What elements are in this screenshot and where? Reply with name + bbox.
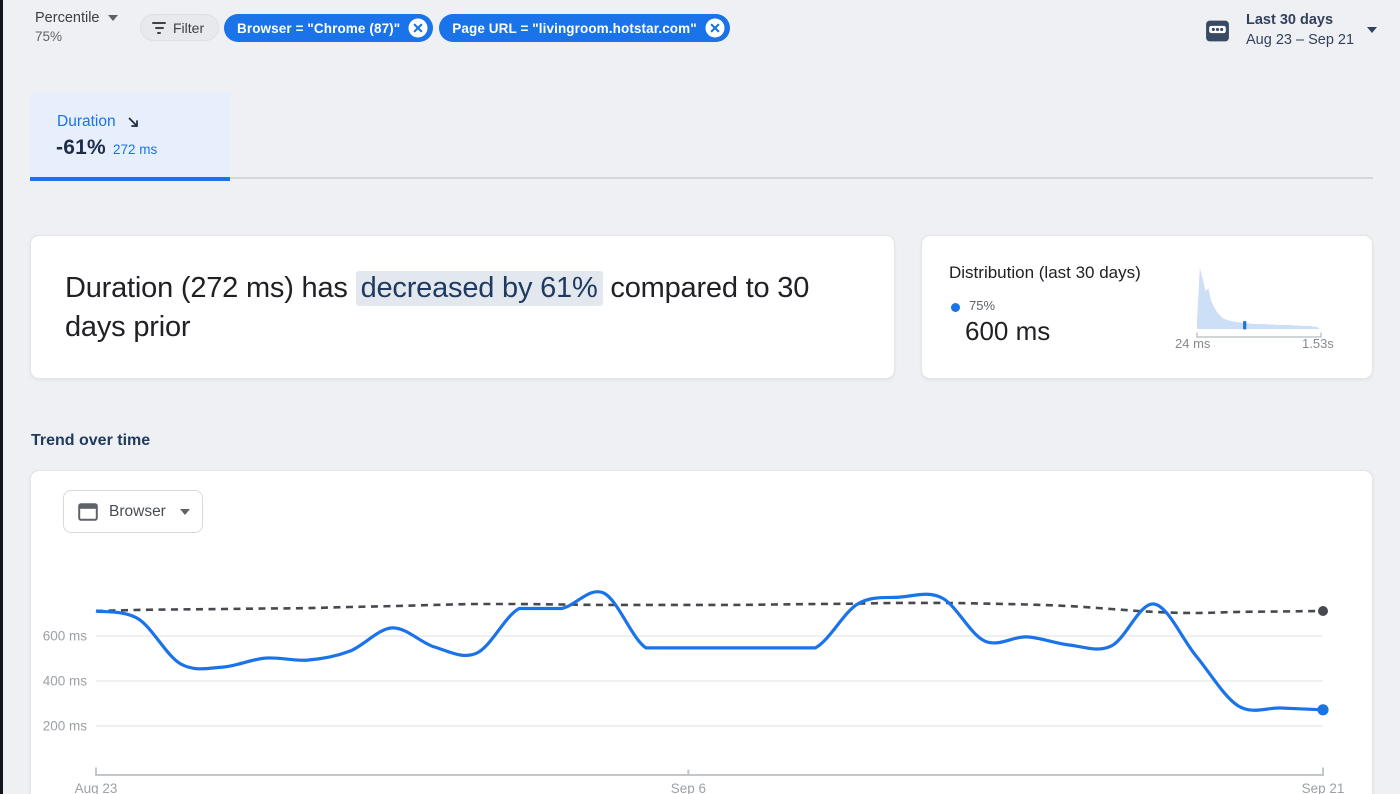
tab-duration-change: -61% — [56, 136, 106, 159]
tabs-divider — [30, 177, 1373, 179]
trend-section-title: Trend over time — [31, 432, 151, 449]
filter-chip-page-url[interactable]: Page URL = "livingroom.hotstar.com" — [439, 14, 730, 42]
date-range-primary: Last 30 days — [1246, 12, 1334, 28]
chip-close-icon[interactable] — [408, 18, 428, 38]
distribution-histogram — [1196, 268, 1322, 338]
trend-line-chart: 200 ms 400 ms 600 ms Aug 23 Sep 6 Sep 21 — [43, 590, 1345, 794]
date-range-secondary: Aug 23 – Sep 21 — [1246, 31, 1355, 48]
distribution-percentile-label: 75% — [969, 298, 996, 313]
tab-duration[interactable]: Duration -61% 272 ms — [30, 93, 230, 181]
filter-button-label: Filter — [173, 19, 205, 36]
percentile-dropdown[interactable]: Percentile 75% — [35, 10, 119, 44]
distribution-axis-min: 24 ms — [1175, 336, 1211, 351]
percentile-value: 75% — [35, 29, 63, 44]
insight-headline-prefix: Duration (272 ms) has — [65, 272, 356, 304]
filter-button[interactable]: Filter — [140, 14, 220, 41]
filter-icon — [152, 21, 166, 34]
distribution-percentile-value: 600 ms — [965, 316, 1051, 346]
percentile-label: Percentile — [35, 10, 100, 26]
insight-card: Duration (272 ms) has decreased by 61% c… — [30, 235, 895, 379]
window-edge — [0, 0, 3, 794]
legend-dot-icon — [951, 303, 960, 312]
insight-headline: Duration (272 ms) has decreased by 61% c… — [65, 269, 870, 347]
filter-chips: Browser = "Chrome (87)" Page URL = "livi… — [224, 14, 730, 42]
filter-chip-page-url-label: Page URL = "livingroom.hotstar.com" — [452, 20, 697, 36]
svg-text:Sep 6: Sep 6 — [671, 781, 706, 794]
filter-chip-browser-label: Browser = "Chrome (87)" — [237, 20, 401, 36]
trend-card: Browser 200 ms 400 ms 600 ms Aug 23 Sep 6 Sep… — [30, 470, 1373, 794]
chip-close-icon[interactable] — [705, 18, 725, 38]
svg-text:Sep 21: Sep 21 — [1302, 781, 1345, 794]
browser-window-icon — [78, 502, 98, 521]
svg-text:400 ms: 400 ms — [43, 674, 88, 689]
trend-down-arrow-icon — [127, 117, 138, 127]
distribution-title: Distribution (last 30 days) — [949, 263, 1141, 282]
tab-duration-title: Duration — [57, 113, 116, 130]
chevron-down-icon — [1367, 27, 1378, 33]
date-range-picker[interactable]: Last 30 days Aug 23 – Sep 21 — [1204, 12, 1378, 48]
insight-headline-highlight: decreased by 61% — [355, 271, 603, 306]
tab-active-indicator — [30, 177, 230, 181]
svg-text:Aug 23: Aug 23 — [75, 781, 118, 794]
dimension-select-label: Browser — [109, 502, 166, 520]
dimension-select-button[interactable]: Browser — [63, 490, 203, 533]
calendar-icon — [1206, 20, 1229, 41]
chevron-down-icon — [180, 508, 190, 515]
filter-chip-browser[interactable]: Browser = "Chrome (87)" — [224, 14, 434, 42]
tab-duration-value: 272 ms — [113, 142, 158, 157]
chevron-down-icon — [108, 15, 119, 21]
distribution-axis-max: 1.53s — [1302, 336, 1334, 351]
svg-text:200 ms: 200 ms — [43, 719, 88, 734]
insight-headline-suffix: compared to 30 days prior — [65, 272, 810, 343]
svg-text:600 ms: 600 ms — [43, 629, 88, 644]
distribution-card: Distribution (last 30 days) 75% 600 ms 2… — [921, 235, 1373, 379]
